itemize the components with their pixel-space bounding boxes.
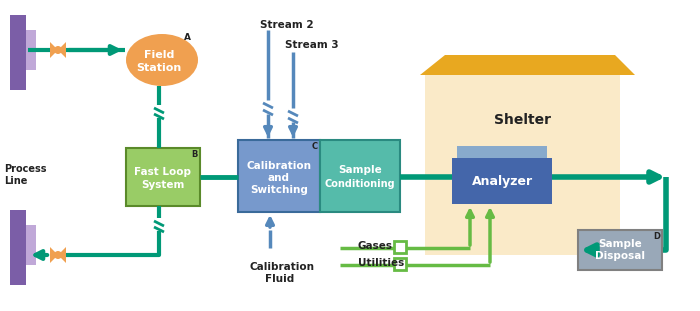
FancyBboxPatch shape	[394, 258, 406, 270]
Text: Stream 3: Stream 3	[285, 40, 339, 50]
FancyBboxPatch shape	[457, 146, 547, 162]
Circle shape	[54, 251, 62, 259]
Text: Gases: Gases	[358, 241, 393, 251]
FancyBboxPatch shape	[126, 148, 200, 206]
Text: Field: Field	[144, 50, 174, 60]
Polygon shape	[420, 55, 635, 75]
Polygon shape	[58, 247, 66, 263]
Text: Shelter: Shelter	[494, 113, 551, 127]
Text: C: C	[312, 142, 318, 151]
Text: Fast Loop: Fast Loop	[134, 167, 192, 177]
Circle shape	[54, 46, 62, 54]
Text: Analyzer: Analyzer	[471, 174, 533, 188]
FancyBboxPatch shape	[10, 210, 26, 285]
Polygon shape	[50, 247, 58, 263]
FancyBboxPatch shape	[26, 30, 36, 70]
Polygon shape	[50, 42, 58, 58]
Text: Utilities: Utilities	[358, 258, 405, 268]
Text: Process
Line: Process Line	[4, 164, 46, 186]
Text: Disposal: Disposal	[595, 251, 645, 261]
Text: Calibration: Calibration	[250, 262, 315, 272]
Text: Conditioning: Conditioning	[325, 179, 395, 189]
Text: Sample: Sample	[598, 239, 642, 249]
FancyBboxPatch shape	[238, 140, 320, 212]
Text: Station: Station	[136, 63, 181, 73]
Text: D: D	[653, 232, 660, 241]
FancyBboxPatch shape	[26, 225, 36, 265]
Text: Fluid: Fluid	[265, 274, 294, 284]
Ellipse shape	[126, 34, 198, 86]
Text: and: and	[268, 173, 290, 183]
Text: Sample: Sample	[338, 165, 382, 175]
FancyBboxPatch shape	[452, 158, 552, 204]
FancyBboxPatch shape	[394, 241, 406, 253]
FancyBboxPatch shape	[425, 75, 620, 255]
Text: Switching: Switching	[250, 185, 308, 195]
Polygon shape	[58, 42, 66, 58]
Text: Calibration: Calibration	[246, 161, 312, 171]
Text: B: B	[192, 150, 198, 159]
FancyBboxPatch shape	[10, 15, 26, 90]
Text: Stream 2: Stream 2	[260, 20, 314, 30]
Text: System: System	[141, 180, 185, 190]
FancyBboxPatch shape	[578, 230, 662, 270]
FancyBboxPatch shape	[320, 140, 400, 212]
Text: A: A	[184, 33, 191, 42]
